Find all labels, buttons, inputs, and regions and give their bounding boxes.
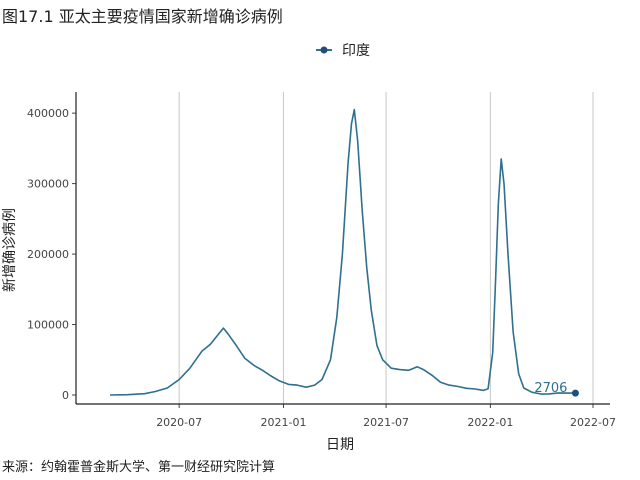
y-tick-label: 200000 xyxy=(27,248,69,261)
source-note: 来源：约翰霍普金斯大学、第一财经研究院计算 xyxy=(2,460,276,475)
chart-title: 图17.1 亚太主要疫情国家新增确诊病例 xyxy=(2,7,283,26)
x-tick-label: 2021-01 xyxy=(260,416,306,429)
y-tick-label: 400000 xyxy=(27,107,69,120)
x-tick-label: 2021-07 xyxy=(363,416,409,429)
legend-swatch-marker xyxy=(320,46,328,54)
series-line-india xyxy=(109,108,576,396)
gridlines xyxy=(178,92,594,404)
plot-area: 2706 xyxy=(109,108,579,397)
end-value-label: 2706 xyxy=(534,381,567,396)
series-end-point xyxy=(571,389,579,397)
y-axis-title: 新增确诊病例 xyxy=(2,208,18,292)
x-axis: 2020-07 2021-01 2021-07 2022-01 2022-07 xyxy=(76,403,616,429)
y-tick-label: 100000 xyxy=(27,319,69,332)
y-tick-label: 300000 xyxy=(27,178,69,191)
x-tick-label: 2022-07 xyxy=(570,416,616,429)
legend-label-india: 印度 xyxy=(342,43,370,59)
x-tick-label: 2022-01 xyxy=(467,416,513,429)
x-axis-title: 日期 xyxy=(326,437,354,453)
legend: 印度 xyxy=(316,43,370,59)
y-tick-label: 0 xyxy=(62,389,69,402)
x-tick-label: 2020-07 xyxy=(156,416,202,429)
y-axis: 0 100000 200000 300000 400000 xyxy=(27,92,77,404)
